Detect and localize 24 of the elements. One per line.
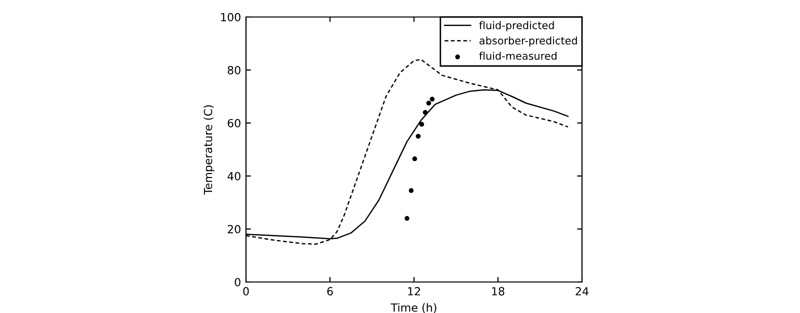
point bbox=[430, 96, 435, 102]
y-tick-label: 60 bbox=[228, 118, 240, 128]
point bbox=[426, 100, 432, 106]
x-tick-label: 0 bbox=[243, 287, 249, 296]
point bbox=[416, 134, 421, 139]
legend-label: fluid-predicted bbox=[479, 21, 554, 32]
x-tick-label: 24 bbox=[576, 287, 588, 296]
point bbox=[419, 122, 424, 127]
x-tick-label: 12 bbox=[408, 287, 420, 296]
y-tick-label: 0 bbox=[234, 278, 240, 286]
x-tick-label: 18 bbox=[492, 287, 504, 296]
point bbox=[422, 110, 428, 115]
legend-label: absorber-predicted bbox=[480, 36, 577, 47]
point bbox=[412, 156, 418, 162]
legend-label: fluid-measured bbox=[479, 52, 556, 60]
y-tick-label: 80 bbox=[228, 66, 240, 74]
point bbox=[404, 216, 410, 221]
y-tick-label: 40 bbox=[228, 172, 240, 180]
y-tick-label: 100 bbox=[221, 12, 240, 22]
point bbox=[408, 188, 414, 193]
x-tick-label: 6 bbox=[327, 287, 333, 296]
y-axis-title: Temperature (C) bbox=[204, 105, 214, 195]
y-tick-label: 20 bbox=[228, 224, 240, 234]
x-axis-title: Time (h) bbox=[390, 303, 436, 313]
